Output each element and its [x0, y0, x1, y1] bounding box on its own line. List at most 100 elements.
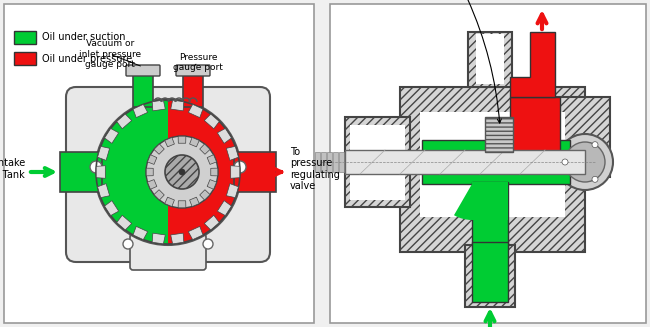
Point — [356, 172, 364, 176]
Bar — [555, 97, 610, 177]
FancyBboxPatch shape — [66, 87, 270, 262]
Polygon shape — [133, 226, 148, 240]
Point — [316, 160, 324, 164]
Bar — [472, 182, 508, 220]
Polygon shape — [154, 190, 164, 200]
Polygon shape — [117, 114, 132, 129]
Polygon shape — [96, 166, 105, 178]
Polygon shape — [188, 104, 203, 118]
Polygon shape — [148, 180, 157, 189]
Polygon shape — [510, 32, 555, 97]
Point — [436, 172, 444, 176]
Bar — [183, 72, 203, 107]
Text: Pressure
gauge port: Pressure gauge port — [173, 53, 223, 72]
Text: To
pressure
regulating
valve: To pressure regulating valve — [290, 146, 340, 191]
Polygon shape — [217, 200, 231, 215]
Polygon shape — [178, 136, 186, 143]
Point — [591, 160, 599, 164]
Line: 2 pts: 2 pts — [480, 150, 505, 174]
Polygon shape — [226, 184, 239, 198]
Polygon shape — [178, 201, 186, 208]
Bar — [510, 97, 560, 172]
Polygon shape — [152, 100, 165, 111]
Bar — [485, 117, 513, 152]
Circle shape — [165, 155, 199, 189]
Polygon shape — [164, 137, 174, 147]
Circle shape — [90, 161, 102, 173]
Bar — [400, 87, 585, 252]
Polygon shape — [98, 146, 110, 160]
Bar — [315, 152, 320, 172]
Polygon shape — [152, 233, 165, 244]
Bar — [327, 152, 332, 172]
Bar — [234, 152, 276, 192]
Bar — [345, 117, 410, 207]
Point — [396, 172, 404, 176]
Circle shape — [179, 169, 185, 175]
Polygon shape — [133, 104, 148, 118]
Circle shape — [592, 142, 598, 148]
Circle shape — [234, 161, 246, 173]
Bar — [350, 125, 405, 200]
Point — [541, 148, 549, 152]
Bar — [14, 31, 36, 44]
Bar — [345, 150, 585, 174]
Bar — [345, 152, 350, 172]
Circle shape — [95, 99, 241, 245]
Polygon shape — [207, 180, 216, 189]
Line: 2 pts: 2 pts — [400, 150, 425, 174]
Polygon shape — [211, 168, 218, 176]
Polygon shape — [105, 129, 119, 144]
FancyBboxPatch shape — [126, 65, 160, 76]
Polygon shape — [200, 144, 210, 154]
Polygon shape — [154, 144, 164, 154]
Wedge shape — [96, 100, 168, 244]
Bar — [420, 112, 565, 217]
Text: Vacuum or
inlet pressure
gauge port: Vacuum or inlet pressure gauge port — [79, 39, 141, 69]
Bar — [351, 152, 356, 172]
Circle shape — [123, 239, 133, 249]
Line: 2 pts: 2 pts — [440, 150, 465, 174]
Text: Oil under suction: Oil under suction — [42, 32, 125, 43]
Bar — [357, 152, 362, 172]
Polygon shape — [190, 197, 200, 207]
Polygon shape — [117, 215, 132, 230]
Point — [476, 172, 484, 176]
Circle shape — [146, 136, 218, 208]
Bar — [14, 52, 36, 65]
Line: 2 pts: 2 pts — [360, 150, 385, 174]
Circle shape — [592, 176, 598, 182]
Bar — [330, 4, 646, 323]
Bar — [468, 32, 512, 87]
Bar — [321, 152, 326, 172]
Polygon shape — [148, 155, 157, 164]
Circle shape — [565, 142, 605, 182]
Point — [381, 148, 389, 152]
Circle shape — [562, 159, 568, 165]
Point — [461, 148, 469, 152]
Bar — [60, 152, 102, 192]
Bar — [465, 245, 515, 307]
Wedge shape — [454, 184, 508, 220]
Bar — [333, 152, 338, 172]
Polygon shape — [105, 200, 119, 215]
Point — [516, 172, 524, 176]
Polygon shape — [98, 184, 110, 198]
Circle shape — [557, 134, 613, 190]
Bar — [472, 182, 508, 247]
Polygon shape — [231, 166, 240, 178]
Text: Plug inserted between
high pressure and shaft seal: Plug inserted between high pressure and … — [391, 0, 530, 123]
Bar — [4, 4, 314, 323]
Bar — [133, 72, 153, 107]
Line: 2 pts: 2 pts — [520, 150, 545, 174]
FancyBboxPatch shape — [176, 65, 210, 76]
Polygon shape — [207, 155, 216, 164]
Polygon shape — [146, 168, 153, 176]
Polygon shape — [171, 233, 184, 244]
Bar — [472, 242, 508, 302]
Circle shape — [203, 239, 213, 249]
Polygon shape — [171, 100, 184, 111]
Text: Oil under pressure: Oil under pressure — [42, 54, 132, 63]
Point — [421, 148, 429, 152]
Point — [501, 148, 509, 152]
